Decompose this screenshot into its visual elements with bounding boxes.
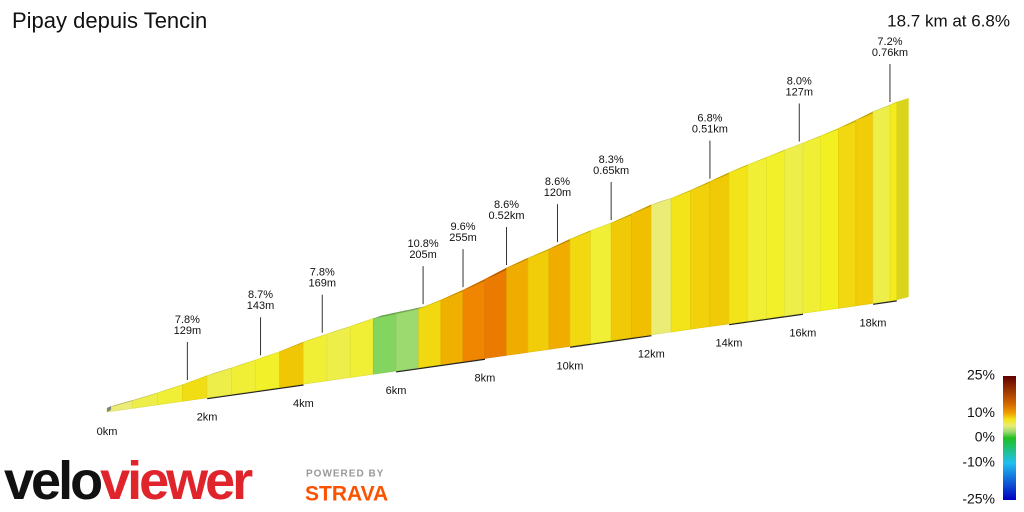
segment-front [766,149,786,319]
legend-tick-label: -10% [962,454,995,470]
annotation-grade: 8.7% [248,289,273,301]
segment-front [349,318,374,378]
legend-tick-label: -25% [962,491,995,507]
summary: 18.7 km at 6.8% [887,11,1010,30]
annotation-grade: 7.8% [310,267,335,279]
x-tick-label: 0km [97,426,118,438]
logo: veloviewer [4,451,253,511]
powered-by: POWERED BY [306,469,384,480]
x-tick-label: 16km [789,327,816,339]
segment-front [255,351,280,392]
segment-front [569,230,591,347]
segment-front [418,299,442,369]
segment-front [206,367,232,399]
annotation-grade: 7.2% [877,36,902,48]
x-tick-label: 18km [860,317,887,329]
segment-front [784,142,804,317]
annotation-length: 205m [409,249,437,261]
annotation-grade: 8.0% [787,75,812,87]
segment-front [610,213,632,341]
annotation-length: 0.52km [488,210,524,222]
segment-front [132,392,158,409]
segment-front [157,384,183,406]
segment-front [279,341,304,388]
segment-front [506,257,529,356]
segment-top [373,309,409,319]
annotation-grade: 9.6% [450,221,475,233]
annotation-length: 129m [174,325,202,337]
segment-front [709,172,730,327]
legend-bar [1003,376,1016,500]
strava: STRAVA [305,483,388,506]
segment-front [670,189,691,333]
annotation-grade: 8.3% [599,154,624,166]
segment-front [484,267,507,359]
segment-front [440,289,464,366]
segment-front [802,135,822,314]
x-tick-label: 12km [638,349,665,361]
x-tick-label: 2km [197,412,218,424]
logo-viewer: viewer [100,451,253,511]
segment-front [872,104,891,304]
segment-front [728,164,749,325]
segment-front [303,333,328,385]
annotation-length: 143m [247,300,275,312]
x-tick-label: 6km [386,385,407,397]
annotation-grade: 8.6% [545,176,570,188]
annotation-length: 120m [544,187,572,199]
x-tick-label: 10km [557,360,584,372]
annotation-length: 255m [449,232,477,244]
segment-front [690,181,711,330]
annotation-length: 0.65km [593,165,629,177]
segment-front [326,326,351,382]
x-tick-label: 4km [293,398,314,410]
segment-front [631,204,652,339]
x-tick-label: 8km [474,372,495,384]
annotation-grade: 10.8% [407,238,438,250]
segment-front [231,359,257,395]
segment-front [855,111,874,307]
segment-front [820,127,839,312]
x-tick-label: 14km [716,338,743,350]
segment-front [372,313,397,375]
segment-top [107,396,145,408]
segment-front [395,308,419,372]
segment-top [396,304,431,314]
segment-front [747,157,767,322]
segment-front [182,375,208,402]
segment-front [462,278,486,362]
annotation-grade: 6.8% [697,113,722,125]
legend-tick-label: 25% [967,367,995,383]
segment-front [838,119,857,309]
segment-front [651,197,672,336]
annotation-grade: 8.6% [494,199,519,211]
annotation-length: 0.51km [692,124,728,136]
start-face [107,406,111,412]
segment-front [590,222,612,344]
end-face [896,98,909,301]
legend-tick-label: 10% [967,404,995,420]
annotation-length: 169m [308,278,336,290]
annotation-grade: 7.8% [175,314,200,326]
annotation-length: 127m [786,86,814,98]
segment-front [548,238,571,350]
legend-tick-label: 0% [975,429,995,445]
segment-front [889,101,897,302]
annotation-length: 0.76km [872,47,908,59]
segment-front [527,248,550,353]
logo-velo: velo [4,451,101,511]
title: Pipay depuis Tencin [12,8,207,33]
